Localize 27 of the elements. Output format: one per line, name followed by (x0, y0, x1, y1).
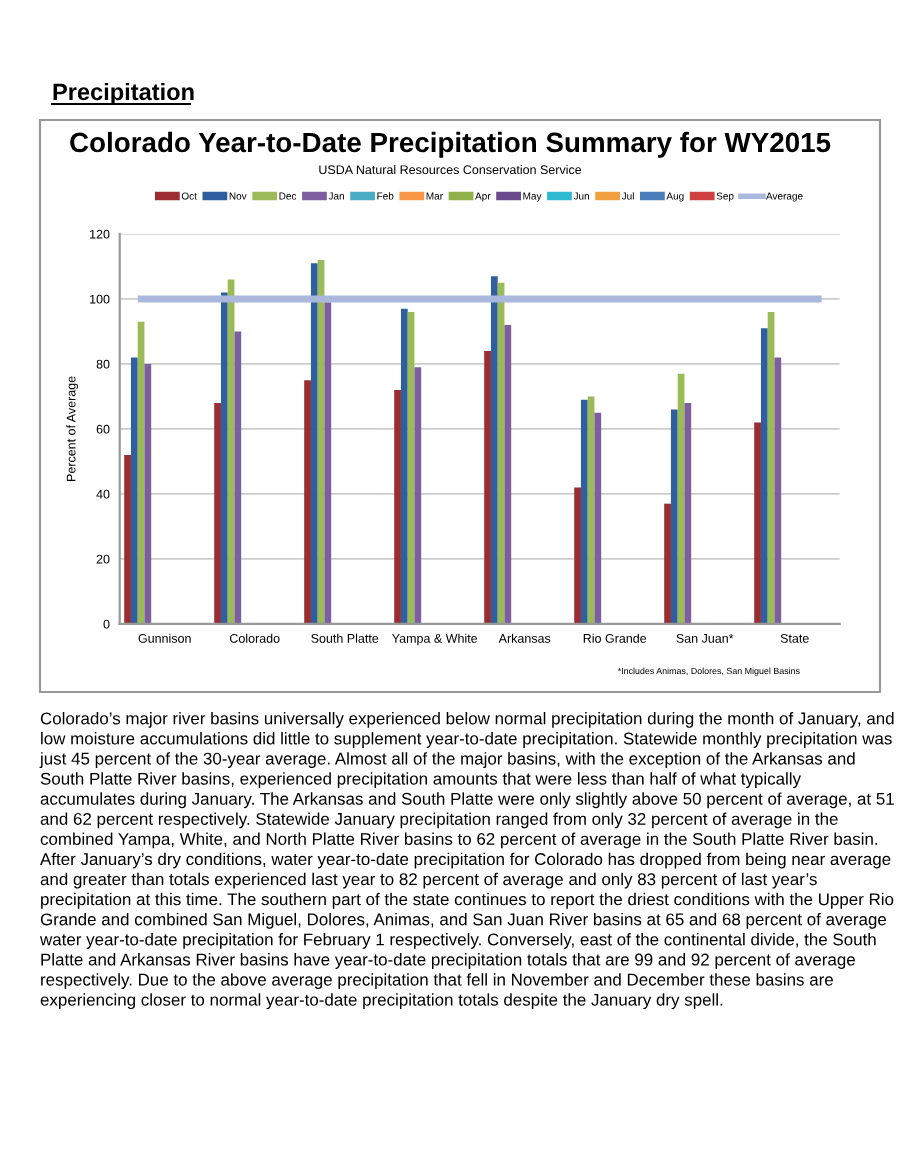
bar (400, 308, 408, 624)
bar (774, 357, 782, 624)
bar (574, 487, 581, 624)
bar (504, 324, 512, 624)
bar (754, 422, 761, 624)
bar (394, 389, 401, 624)
bar (304, 380, 311, 624)
text: Colorado’s major river basins universally experienced below normal precipitation during the month of January, and low moisture accumulations did little to supplement year-to-date precipitation. Statewide monthly precipitation was just 45 percent of the 30-year average. Almost all of the major basins, with the exception of the Arkansas and South Platte River basins, experienced precipitation amounts that were less than half of what typically accumulates during January. The Arkansas and South Platte were only slightly above 50 percent of average, at 51 and 62 percent respectively. Statewide January precipitation ranged from only 32 percent of average in the combined Yampa, White, and North Platte River basins to 62 percent of average in the South Platte River basin. After January’s dry conditions, water year-to-date precipitation for Colorado has dropped from being near average and greater than totals experienced last year to 82 percent of average and only 83 percent of last year’s precipitation at this time. The southern part of the state continues to report the driest conditions with the Upper Rio Grande and combined San Miguel, Dolores, Animas, and San Juan River basins at 65 and 68 percent of average water year-to-date precipitation for February 1 respectively. Conversely, east of the continental divide, the South Platte and Arkansas River basins have year-to-date precipitation totals that are 99 and 92 percent of average respectively. Due to the above average precipitation that fell in November and December these basins are experiencing closer to normal year-to-date precipitation totals despite the January dry spell. (39, 712, 894, 1010)
bar (484, 350, 491, 624)
text: Precipitation (53, 82, 194, 105)
bar (234, 331, 242, 624)
bar (594, 412, 602, 624)
bar (144, 363, 152, 624)
bar (664, 503, 671, 624)
bar (684, 402, 692, 624)
bar (760, 328, 768, 624)
bar (214, 402, 221, 624)
bar (310, 263, 318, 624)
chart-title: Colorado Year-to-Date Precipitation Summary for WY2015 (70, 131, 831, 158)
bar (124, 454, 131, 624)
bar (324, 302, 332, 624)
bar (580, 399, 588, 624)
bar (670, 409, 678, 624)
bar (490, 276, 498, 624)
bar (414, 367, 422, 624)
bar (220, 292, 228, 624)
bar (130, 357, 138, 624)
